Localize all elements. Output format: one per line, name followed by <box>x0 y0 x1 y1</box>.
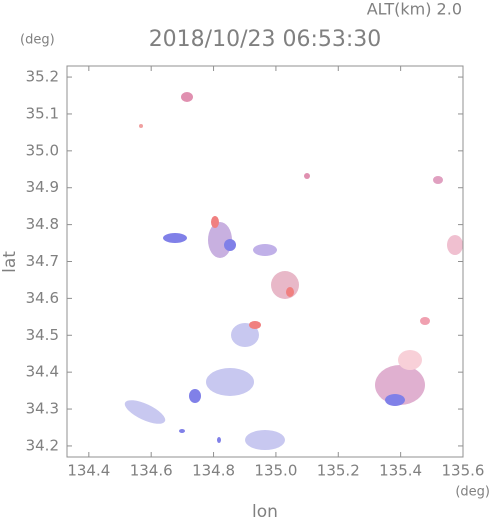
x-tick-label: 134.6 <box>130 462 173 480</box>
y-tick-label: 34.7 <box>26 252 59 270</box>
x-unit: (deg) <box>455 485 490 500</box>
y-tick-label: 34.8 <box>26 215 59 233</box>
echoes <box>124 92 463 450</box>
y-tick-label: 34.3 <box>26 400 59 418</box>
y-tick-label: 34.4 <box>26 363 59 381</box>
x-tick-label: 134.8 <box>192 462 235 480</box>
y-unit: (deg) <box>20 33 55 48</box>
y-tick-label: 35.1 <box>26 104 59 122</box>
y-tick-label: 34.5 <box>26 326 59 344</box>
x-tick-label: 135.0 <box>254 462 297 480</box>
altitude-label: ALT(km) 2.0 <box>367 0 462 19</box>
x-axis-label: lon <box>252 502 278 521</box>
y-tick-label: 34.9 <box>26 178 59 196</box>
y-axis-label: lat <box>0 251 20 273</box>
y-tick-label: 34.6 <box>26 289 59 307</box>
y-tick-label: 34.2 <box>26 436 59 454</box>
y-tick-label: 35.0 <box>26 141 59 159</box>
x-tick-label: 134.4 <box>67 462 110 480</box>
x-tick-label: 135.2 <box>317 462 360 480</box>
x-tick-label: 135.4 <box>379 462 422 480</box>
x-tick-label: 135.6 <box>442 462 485 480</box>
chart-title: 2018/10/23 06:53:30 <box>149 27 382 52</box>
y-tick-label: 35.2 <box>26 68 59 86</box>
